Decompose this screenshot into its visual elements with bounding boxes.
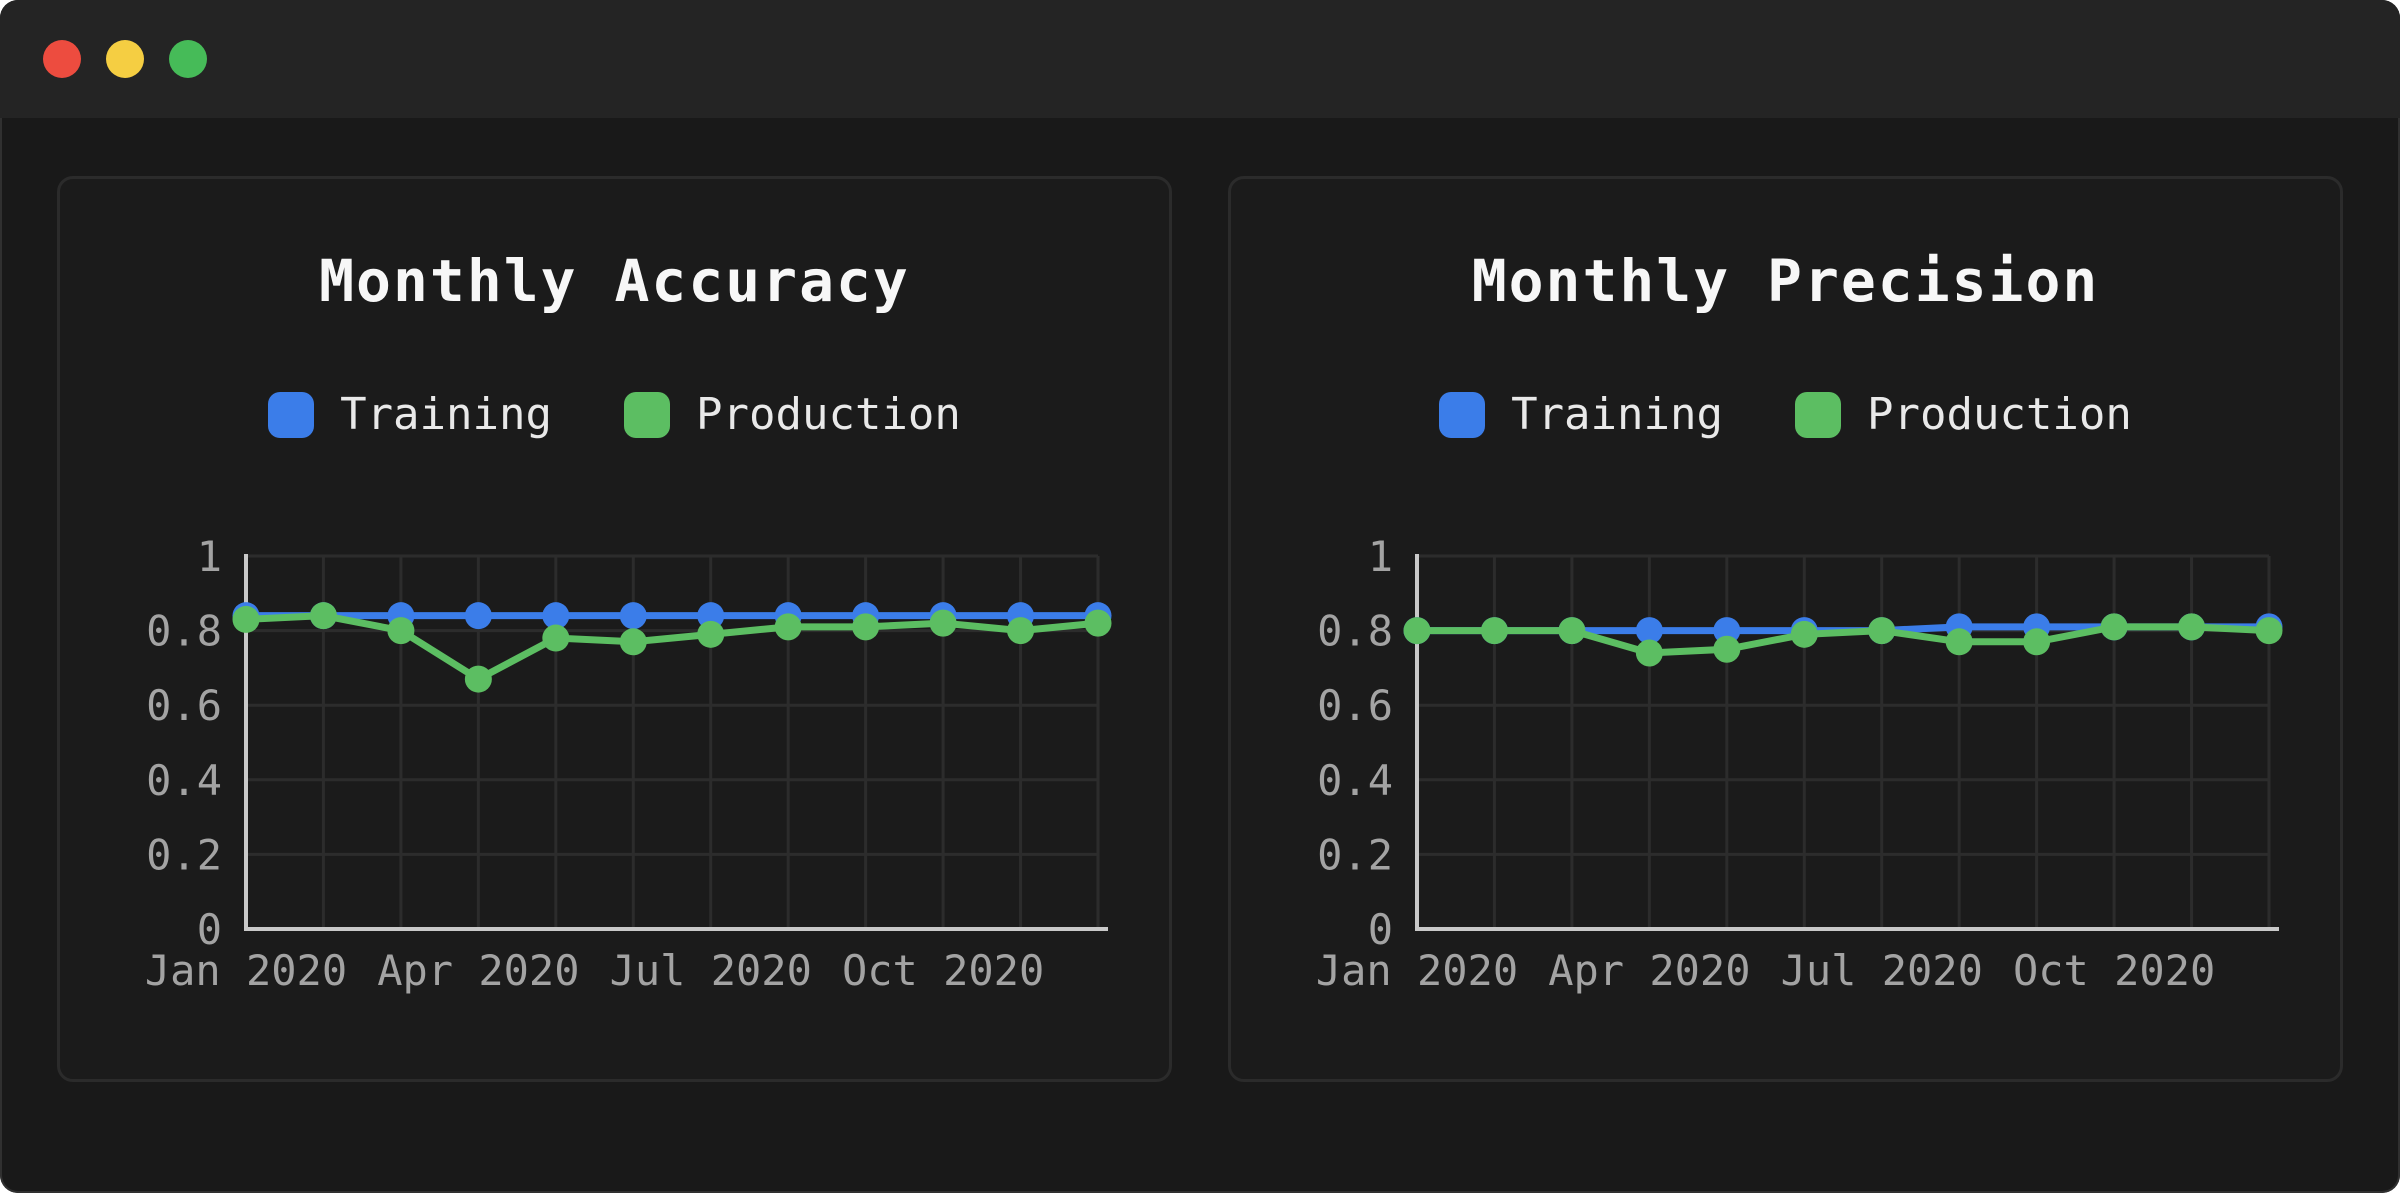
- zoom-button[interactable]: [169, 40, 207, 78]
- accuracy-legend: Training Production: [60, 389, 1169, 440]
- legend-item-production[interactable]: Production: [1795, 389, 2132, 440]
- legend-item-training[interactable]: Training: [1439, 389, 1723, 440]
- svg-text:Jan 2020: Jan 2020: [1316, 946, 1518, 995]
- svg-text:0.2: 0.2: [146, 830, 222, 879]
- svg-text:0.4: 0.4: [1317, 756, 1393, 805]
- legend-item-production[interactable]: Production: [624, 389, 961, 440]
- svg-text:0.8: 0.8: [1317, 607, 1393, 656]
- svg-text:1: 1: [197, 532, 222, 581]
- svg-text:Apr 2020: Apr 2020: [1548, 946, 1750, 995]
- accuracy-chart-card: Monthly Accuracy Training Production 0 0.…: [57, 176, 1172, 1082]
- legend-label: Production: [696, 389, 961, 440]
- legend-label: Training: [340, 389, 552, 440]
- production-swatch-icon: [1795, 391, 1841, 438]
- svg-text:0.4: 0.4: [146, 756, 222, 805]
- training-swatch-icon: [268, 391, 315, 438]
- svg-text:1: 1: [1368, 532, 1393, 581]
- svg-text:0.6: 0.6: [146, 681, 222, 730]
- svg-text:0: 0: [197, 905, 222, 954]
- title-bar[interactable]: [0, 0, 2400, 118]
- legend-label: Training: [1511, 389, 1723, 440]
- svg-text:Jul 2020: Jul 2020: [610, 946, 812, 995]
- accuracy-chart-title: Monthly Accuracy: [319, 247, 910, 315]
- svg-text:0.6: 0.6: [1317, 681, 1393, 730]
- legend-item-training[interactable]: Training: [268, 389, 552, 440]
- svg-text:Apr 2020: Apr 2020: [377, 946, 579, 995]
- training-swatch-icon: [1439, 391, 1486, 438]
- production-swatch-icon: [624, 391, 670, 438]
- svg-text:Jan 2020: Jan 2020: [145, 946, 347, 995]
- close-button[interactable]: [43, 40, 81, 78]
- main-content: Monthly Accuracy Training Production 0 0.…: [0, 118, 2400, 1082]
- svg-text:0.8: 0.8: [146, 607, 222, 656]
- legend-label: Production: [1867, 389, 2132, 440]
- precision-chart-title: Monthly Precision: [1471, 247, 2100, 315]
- svg-text:Jul 2020: Jul 2020: [1781, 946, 1983, 995]
- minimize-button[interactable]: [106, 40, 144, 78]
- svg-text:0.2: 0.2: [1317, 830, 1393, 879]
- svg-text:Oct 2020: Oct 2020: [2013, 946, 2215, 995]
- svg-text:Oct 2020: Oct 2020: [842, 946, 1044, 995]
- precision-chart-card: Monthly Precision Training Production 0 0…: [1228, 176, 2343, 1082]
- precision-legend: Training Production: [1231, 389, 2340, 440]
- svg-text:0: 0: [1368, 905, 1393, 954]
